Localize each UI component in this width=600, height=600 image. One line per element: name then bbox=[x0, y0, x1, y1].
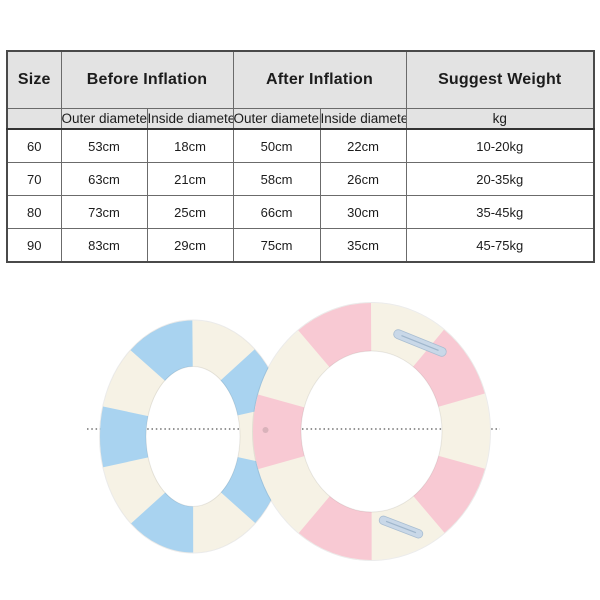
cell-after-inside: 30cm bbox=[319, 195, 407, 229]
empty-subheader-cell bbox=[6, 108, 62, 130]
cell-weight: 45-75kg bbox=[405, 228, 595, 263]
swim-ring-pink-outer-edge bbox=[252, 302, 491, 561]
after-outer-diameter-subheader: Outer diameter bbox=[232, 108, 321, 130]
product-photo bbox=[0, 280, 600, 600]
spec-table-section: Size Before Inflation After Inflation Su… bbox=[6, 50, 596, 263]
cell-after-outer: 66cm bbox=[232, 195, 321, 229]
cell-after-outer: 50cm bbox=[232, 128, 321, 163]
after-inflation-header: After Inflation bbox=[232, 50, 407, 109]
spec-table: Size Before Inflation After Inflation Su… bbox=[6, 50, 596, 263]
cell-before-outer: 53cm bbox=[60, 128, 148, 163]
cell-weight: 35-45kg bbox=[405, 195, 595, 229]
cell-before-inside: 21cm bbox=[146, 162, 234, 196]
size-header: Size bbox=[6, 50, 62, 109]
cell-weight: 10-20kg bbox=[405, 128, 595, 163]
cell-before-inside: 25cm bbox=[146, 195, 234, 229]
cell-after-inside: 35cm bbox=[319, 228, 407, 263]
cell-weight: 20-35kg bbox=[405, 162, 595, 196]
before-inside-diameter-subheader: Inside diameter bbox=[146, 108, 234, 130]
cell-after-outer: 75cm bbox=[232, 228, 321, 263]
cell-after-inside: 22cm bbox=[319, 128, 407, 163]
cell-before-inside: 18cm bbox=[146, 128, 234, 163]
air-valve-icon bbox=[262, 427, 269, 433]
pink-ring-handle-top bbox=[393, 329, 447, 357]
cell-before-inside: 29cm bbox=[146, 228, 234, 263]
pink-ring-handle-bottom bbox=[378, 515, 424, 539]
swim-ring-blue-stripes bbox=[100, 320, 286, 553]
table-row-size-90: 90 83cm 29cm 75cm 35cm 45-75kg bbox=[6, 228, 595, 263]
cell-size: 90 bbox=[6, 228, 62, 263]
cell-size: 80 bbox=[6, 195, 62, 229]
handle-rope-line bbox=[401, 334, 439, 352]
after-inside-diameter-subheader: Inside diameter bbox=[319, 108, 407, 130]
swim-ring-pink-inner-edge bbox=[300, 350, 443, 513]
cell-before-outer: 73cm bbox=[60, 195, 148, 229]
swim-ring-blue-inner-edge bbox=[145, 366, 241, 507]
cell-after-outer: 58cm bbox=[232, 162, 321, 196]
cell-after-inside: 26cm bbox=[319, 162, 407, 196]
table-row-size-70: 70 63cm 21cm 58cm 26cm 20-35kg bbox=[6, 162, 595, 196]
suggest-weight-header: Suggest Weight bbox=[405, 50, 595, 109]
weight-unit-subheader: kg bbox=[405, 108, 595, 130]
table-row-size-80: 80 73cm 25cm 66cm 30cm 35-45kg bbox=[6, 195, 595, 229]
handle-rope-line bbox=[385, 520, 417, 534]
cell-size: 60 bbox=[6, 128, 62, 163]
before-inflation-header: Before Inflation bbox=[60, 50, 234, 109]
cell-before-outer: 63cm bbox=[60, 162, 148, 196]
swim-ring-pink-stripes bbox=[253, 303, 490, 560]
cell-size: 70 bbox=[6, 162, 62, 196]
before-outer-diameter-subheader: Outer diameter bbox=[60, 108, 148, 130]
cell-before-outer: 83cm bbox=[60, 228, 148, 263]
table-row-size-60: 60 53cm 18cm 50cm 22cm 10-20kg bbox=[6, 128, 595, 163]
swim-ring-pink bbox=[252, 302, 491, 561]
